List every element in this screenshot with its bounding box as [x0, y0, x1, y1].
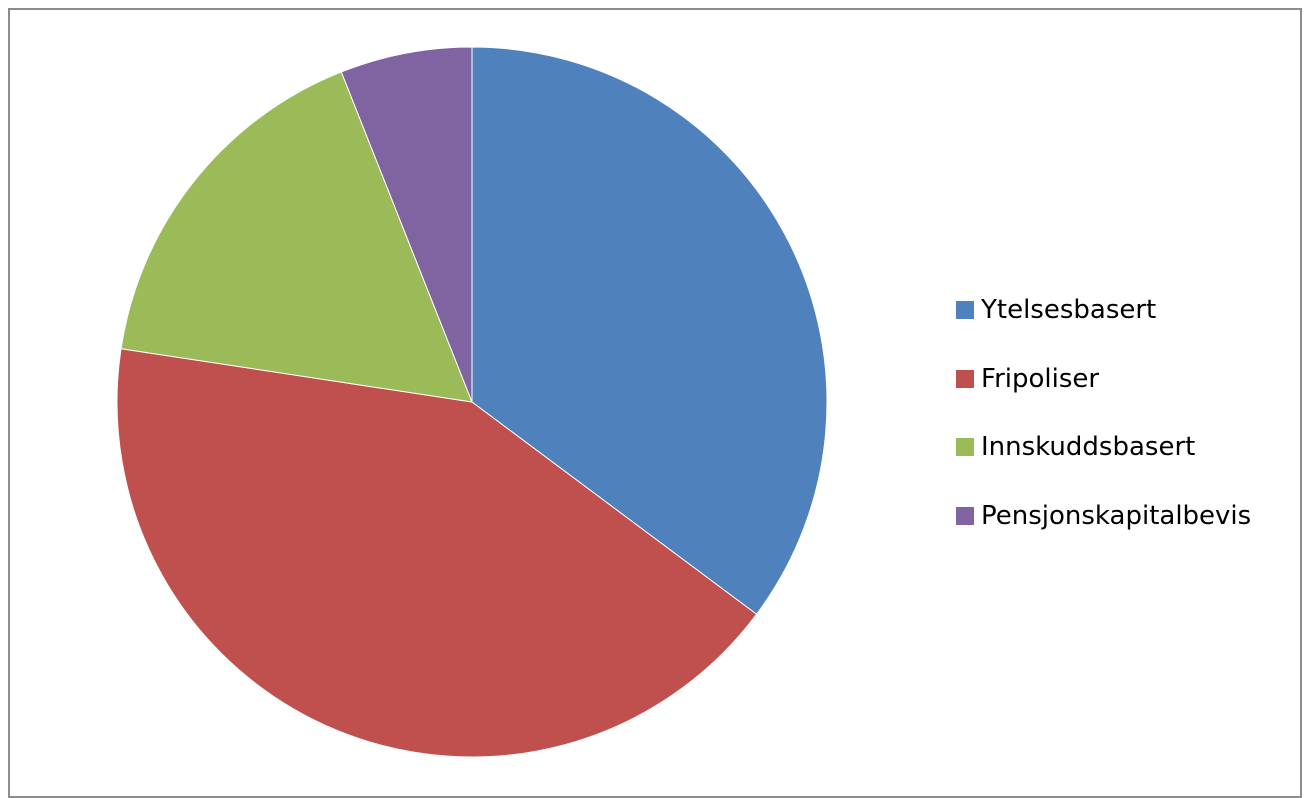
pie-slice-ytelsesbasert — [471, 46, 828, 615]
legend-swatch-innskuddsbasert — [956, 438, 974, 456]
legend-item-fripoliser: Fripoliser — [956, 362, 1251, 396]
legend-item-pensjonskapitalbevis: Pensjonskapitalbevis — [956, 499, 1251, 533]
legend-label-pensjonskapitalbevis: Pensjonskapitalbevis — [981, 500, 1252, 531]
pie-chart — [116, 46, 828, 758]
legend-item-ytelsesbasert: Ytelsesbasert — [956, 293, 1251, 327]
legend-swatch-fripoliser — [956, 369, 974, 388]
pie-slice-innskuddsbasert — [120, 71, 473, 403]
legend-swatch-ytelsesbasert — [956, 301, 974, 319]
pie-slice-fripoliser — [116, 348, 758, 758]
legend-label-innskuddsbasert: Innskuddsbasert — [981, 432, 1196, 462]
legend-item-innskuddsbasert: Innskuddsbasert — [956, 430, 1251, 464]
legend-swatch-pensjonskapitalbevis — [956, 506, 974, 525]
legend-label-fripoliser: Fripoliser — [981, 363, 1100, 394]
pie-slice-pensjonskapitalbevis — [340, 46, 473, 403]
legend: Ytelsesbasert Fripoliser Innskuddsbasert… — [956, 293, 1251, 567]
legend-label-ytelsesbasert: Ytelsesbasert — [981, 295, 1157, 325]
chart-area: Ytelsesbasert Fripoliser Innskuddsbasert… — [8, 8, 1302, 798]
